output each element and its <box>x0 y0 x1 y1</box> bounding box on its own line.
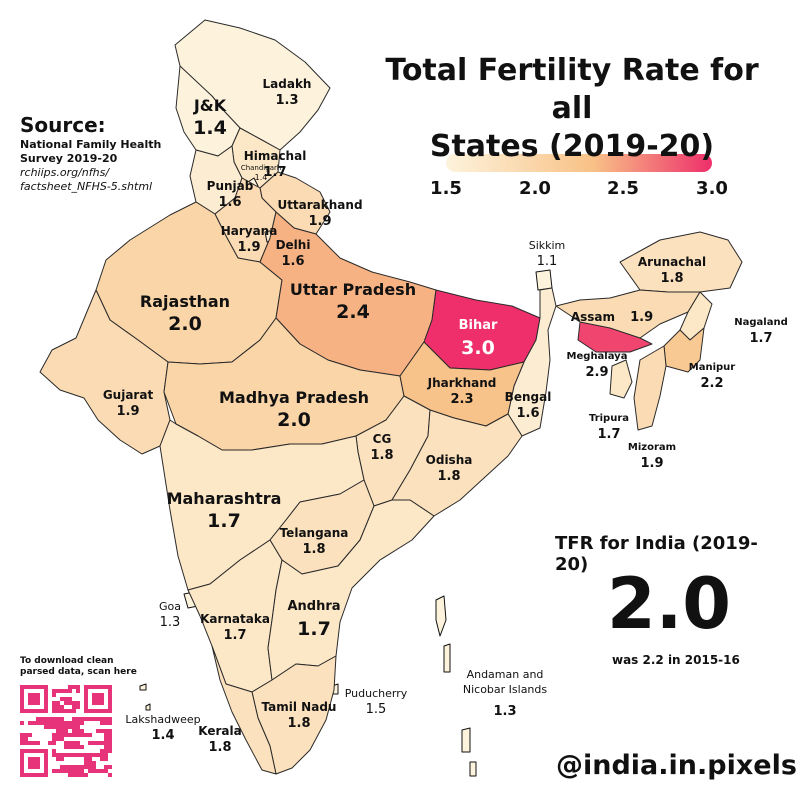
label-uttarakhand: Uttarakhand 1.9 <box>277 198 363 229</box>
state-shape <box>391 409 523 517</box>
label-tripura: Tripura 1.7 <box>588 413 630 442</box>
scale-tick-4: 3.0 <box>696 178 728 199</box>
label-odisha: Odisha 1.8 <box>425 453 473 484</box>
scale-tick-3: 2.5 <box>607 178 639 199</box>
map-title-line2: States (2019-20) <box>429 129 715 164</box>
state-shape <box>435 595 477 777</box>
label-telangana: Telangana 1.8 <box>279 526 349 557</box>
map-title-line1: Total Fertility Rate for all <box>385 53 759 126</box>
state-shape <box>39 289 171 455</box>
state-shape <box>211 645 277 775</box>
label-madhya-pradesh: Madhya Pradesh 2.0 <box>219 388 369 431</box>
label-assam: Assam 1.9 <box>570 310 654 325</box>
color-scale-bar <box>446 154 712 172</box>
label-punjab: Punjab 1.6 <box>206 179 254 210</box>
label-ladakh: Ladakh 1.3 <box>262 77 312 108</box>
state-shape <box>507 287 557 437</box>
label-jk: J&K 1.4 <box>193 96 227 139</box>
source-name-line1: National Family Health <box>20 138 162 151</box>
label-jharkhand: Jharkhand 2.3 <box>427 376 497 407</box>
scale-tick-2: 2.0 <box>519 178 551 199</box>
source-name-line2: Survey 2019-20 <box>20 152 118 165</box>
national-tfr-value: 2.0 <box>607 563 732 645</box>
label-meghalaya: Meghalaya 2.9 <box>566 351 628 380</box>
label-puducherry: Puducherry 1.5 <box>344 687 408 717</box>
label-goa: Goa 1.3 <box>159 600 181 630</box>
label-manipur: Manipur 2.2 <box>688 362 736 391</box>
state-shape <box>577 321 653 353</box>
label-maharashtra: Maharashtra 1.7 <box>166 489 282 532</box>
label-nagaland: Nagaland 1.7 <box>734 317 788 346</box>
label-andaman-nicobar: Andaman and Nicobar Islands 1.3 <box>462 668 548 719</box>
label-cg: CG 1.8 <box>370 432 394 463</box>
label-andhra: Andhra 1.7 <box>287 599 341 640</box>
label-bengal: Bengal 1.6 <box>504 390 552 421</box>
label-delhi: Delhi 1.6 <box>275 238 311 269</box>
author-handle: @india.in.pixels <box>556 750 797 781</box>
label-uttar-pradesh: Uttar Pradesh 2.4 <box>289 280 417 323</box>
national-tfr-previous: was 2.2 in 2015-16 <box>612 653 740 667</box>
label-lakshadweep: Lakshadweep 1.4 <box>125 713 201 743</box>
label-arunachal: Arunachal 1.8 <box>637 255 707 286</box>
scale-tick-1: 1.5 <box>430 178 462 199</box>
state-shape <box>609 359 633 399</box>
source-heading: Source: <box>20 113 106 137</box>
state-shape <box>535 269 553 291</box>
label-chandigarh: Chandigarh 1.4 <box>240 164 282 182</box>
label-himachal: Himachal 1.7 <box>243 149 307 180</box>
label-tamil-nadu: Tamil Nadu 1.8 <box>261 700 337 731</box>
state-shape <box>139 683 151 711</box>
label-karnataka: Karnataka 1.7 <box>200 612 270 643</box>
state-shape <box>633 345 667 431</box>
qr-caption-line1: To download clean <box>20 656 114 666</box>
source-link-line1: rchiips.org/nfhs/ <box>20 166 110 179</box>
label-rajasthan: Rajasthan 2.0 <box>139 292 231 335</box>
qr-code[interactable] <box>20 685 112 777</box>
source-link-line2: factsheet_NFHS-5.shtml <box>20 180 153 193</box>
qr-caption-line2: parsed data, scan here <box>20 667 137 677</box>
national-tfr-label: TFR for India (2019-20) <box>555 533 758 575</box>
label-gujarat: Gujarat 1.9 <box>102 388 154 419</box>
state-shape <box>267 499 435 681</box>
label-bihar: Bihar 3.0 <box>458 318 498 359</box>
label-sikkim: Sikkim 1.1 <box>528 239 566 269</box>
map-title: Total Fertility Rate for all States (201… <box>372 52 772 166</box>
label-kerala: Kerala 1.8 <box>198 724 242 755</box>
label-haryana: Haryana 1.9 <box>220 224 278 255</box>
label-mizoram: Mizoram 1.9 <box>627 442 677 471</box>
